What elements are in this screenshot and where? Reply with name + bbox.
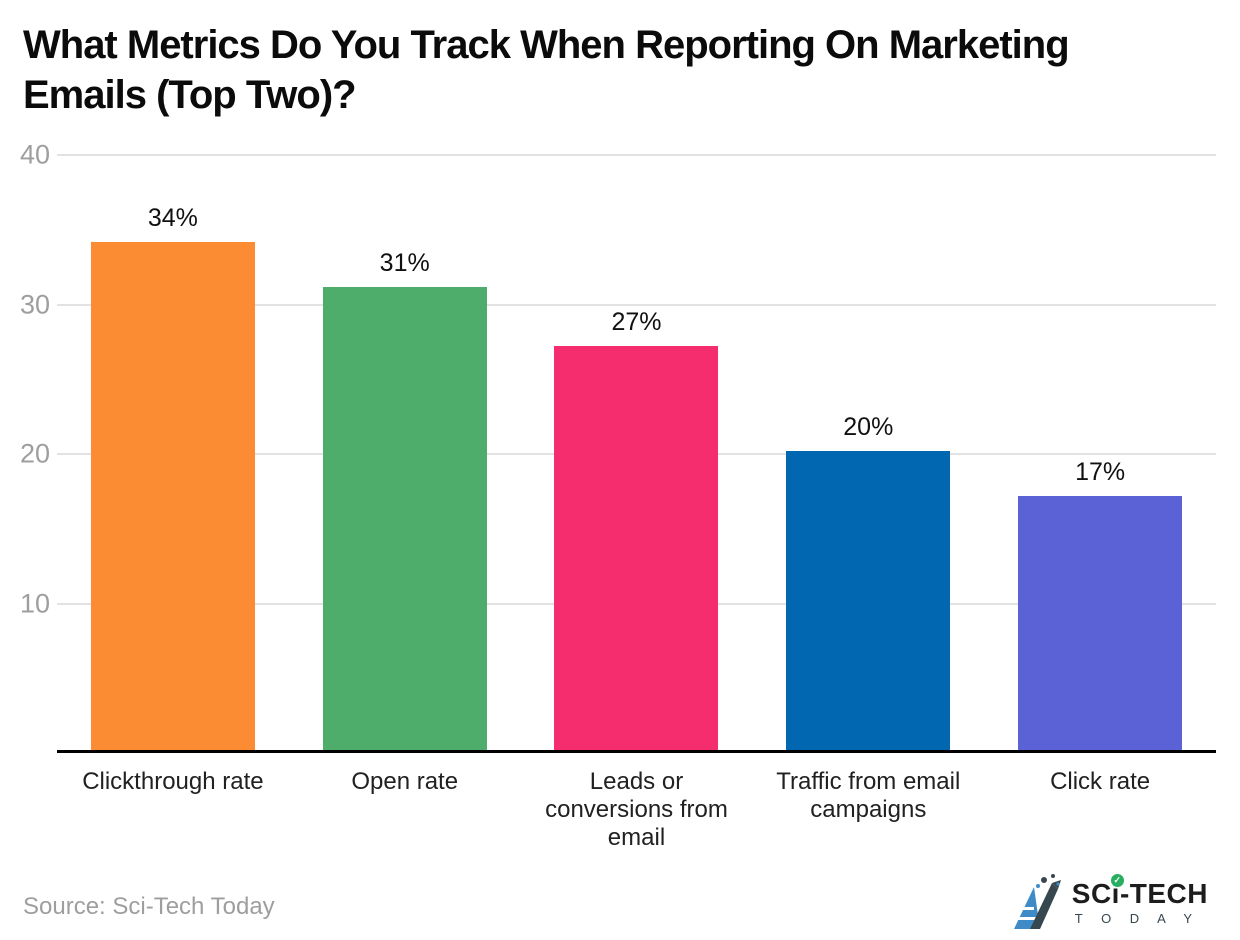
x-label-slot-2: Leads or conversions from email bbox=[521, 756, 753, 852]
bar-value-label-1: 31% bbox=[379, 248, 430, 277]
check-icon: ✓ bbox=[1110, 874, 1124, 887]
x-category-label-4: Click rate bbox=[1050, 768, 1151, 795]
chart-title-line2: Emails (Top Two)? bbox=[23, 73, 357, 117]
y-tick-label-30: 30 bbox=[19, 289, 50, 319]
scitech-logo-sub: T O D A Y bbox=[1074, 911, 1200, 926]
bar-value-label-2: 27% bbox=[611, 308, 662, 337]
x-label-slot-0: Clickthrough rate bbox=[57, 756, 289, 852]
bar-4 bbox=[1018, 495, 1183, 750]
x-label-slot-1: Open rate bbox=[289, 756, 521, 852]
bar-slot-3: 20% bbox=[752, 155, 984, 750]
plot-area: 34% 31% 27% 20% 17% 40 30 20 10 bbox=[20, 140, 1216, 753]
scitech-logo: SCi-TECH ✓ T O D A Y bbox=[1010, 872, 1208, 934]
x-category-label-2: Leads or conversions from email bbox=[545, 768, 728, 851]
x-category-label-0: Clickthrough rate bbox=[82, 768, 264, 795]
chart-title-line1: What Metrics Do You Track When Reporting… bbox=[23, 23, 1070, 67]
bars: 34% 31% 27% 20% 17% bbox=[57, 155, 1216, 750]
x-label-slot-4: Click rate bbox=[984, 756, 1216, 852]
x-label-slot-3: Traffic from email campaigns bbox=[752, 756, 984, 852]
bar-value-label-0: 34% bbox=[147, 203, 198, 232]
bar-2 bbox=[554, 346, 719, 750]
bar-slot-2: 27% bbox=[521, 155, 753, 750]
bar-value-label-4: 17% bbox=[1075, 457, 1126, 486]
bar-3 bbox=[786, 451, 951, 750]
x-category-label-3: Traffic from email campaigns bbox=[776, 768, 961, 823]
chart-title: What Metrics Do You Track When Reporting… bbox=[23, 20, 1203, 120]
scitech-logo-text: SCi-TECH ✓ T O D A Y bbox=[1071, 874, 1208, 926]
x-labels: Clickthrough rate Open rate Leads or conve… bbox=[57, 756, 1216, 852]
bar-value-label-3: 20% bbox=[843, 413, 894, 441]
scitech-logo-icon bbox=[1013, 874, 1061, 929]
y-tick-label-10: 10 bbox=[19, 588, 50, 618]
bar-slot-4: 17% bbox=[984, 155, 1216, 750]
gridline-30 bbox=[57, 303, 1216, 306]
y-tick-label-40: 40 bbox=[19, 139, 50, 170]
bar-1 bbox=[322, 286, 487, 750]
y-tick-label-20: 20 bbox=[19, 438, 50, 469]
scitech-logo-main: SCi-TECH bbox=[1071, 878, 1208, 909]
bar-slot-1: 31% bbox=[289, 155, 521, 750]
x-category-label-1: Open rate bbox=[351, 768, 459, 795]
bar-0 bbox=[90, 241, 255, 750]
bar-slot-0: 34% bbox=[57, 155, 289, 750]
gridline-40 bbox=[57, 154, 1216, 156]
source-text: Source: Sci-Tech Today bbox=[23, 893, 275, 920]
